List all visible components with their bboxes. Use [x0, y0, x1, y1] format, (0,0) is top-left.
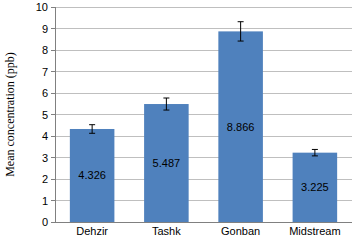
error-bar: [238, 22, 244, 41]
grid-line: [55, 93, 352, 94]
error-bar: [163, 98, 169, 110]
grid-line: [55, 7, 352, 8]
grid-line: [55, 114, 352, 115]
category-label: Tashk: [152, 225, 181, 237]
labels: 4.326 Dehzir 5.487 Tashk 8.866 Gonban 3.225 Mid…: [76, 121, 340, 237]
axis-title: Mean concentration (ppb): [3, 52, 17, 177]
chart-container: 0 1 2 3 4 5 6 7 8 9 10 Mean concentration (ppb) 4.32…: [0, 0, 353, 238]
tick-label: 3: [42, 152, 48, 164]
grid-line: [55, 28, 352, 29]
grid-line: [55, 71, 352, 72]
tick-label: 1: [42, 195, 48, 207]
bar: [218, 31, 263, 222]
tick-mark: [51, 222, 55, 223]
data-label: 3.225: [301, 181, 329, 193]
tick-mark: [51, 136, 55, 137]
tick-label: 9: [42, 23, 48, 35]
tick-mark: [51, 157, 55, 158]
tick-mark: [51, 114, 55, 115]
tick-mark: [51, 50, 55, 51]
data-label: 8.866: [227, 121, 255, 133]
error-bar: [89, 125, 95, 134]
data-label: 4.326: [78, 169, 106, 181]
tick-label: 0: [42, 216, 48, 228]
error-bar: [312, 149, 318, 155]
bar: [70, 129, 115, 222]
tick-label: 6: [42, 87, 48, 99]
data-label: 5.487: [153, 157, 181, 169]
category-label: Gonban: [221, 225, 260, 237]
tick-mark: [51, 179, 55, 180]
tick-mark: [51, 28, 55, 29]
bar: [293, 153, 338, 222]
bar: [144, 104, 189, 222]
category-label: Midstream: [289, 225, 340, 237]
tick-label: 5: [42, 109, 48, 121]
y-axis: [55, 7, 56, 222]
tick-label: 8: [42, 44, 48, 56]
grid-line: [55, 50, 352, 51]
bars: [70, 22, 337, 222]
tick-label: 2: [42, 173, 48, 185]
chart: 0 1 2 3 4 5 6 7 8 9 10 Mean concentration (ppb) 4.32…: [0, 0, 353, 238]
tick-mark: [51, 7, 55, 8]
tick-label: 4: [42, 130, 48, 142]
tick-label: 10: [36, 1, 48, 13]
category-label: Dehzir: [76, 225, 108, 237]
tick-mark: [51, 200, 55, 201]
tick-mark: [51, 71, 55, 72]
tick-label: 7: [42, 66, 48, 78]
tick-mark: [51, 93, 55, 94]
